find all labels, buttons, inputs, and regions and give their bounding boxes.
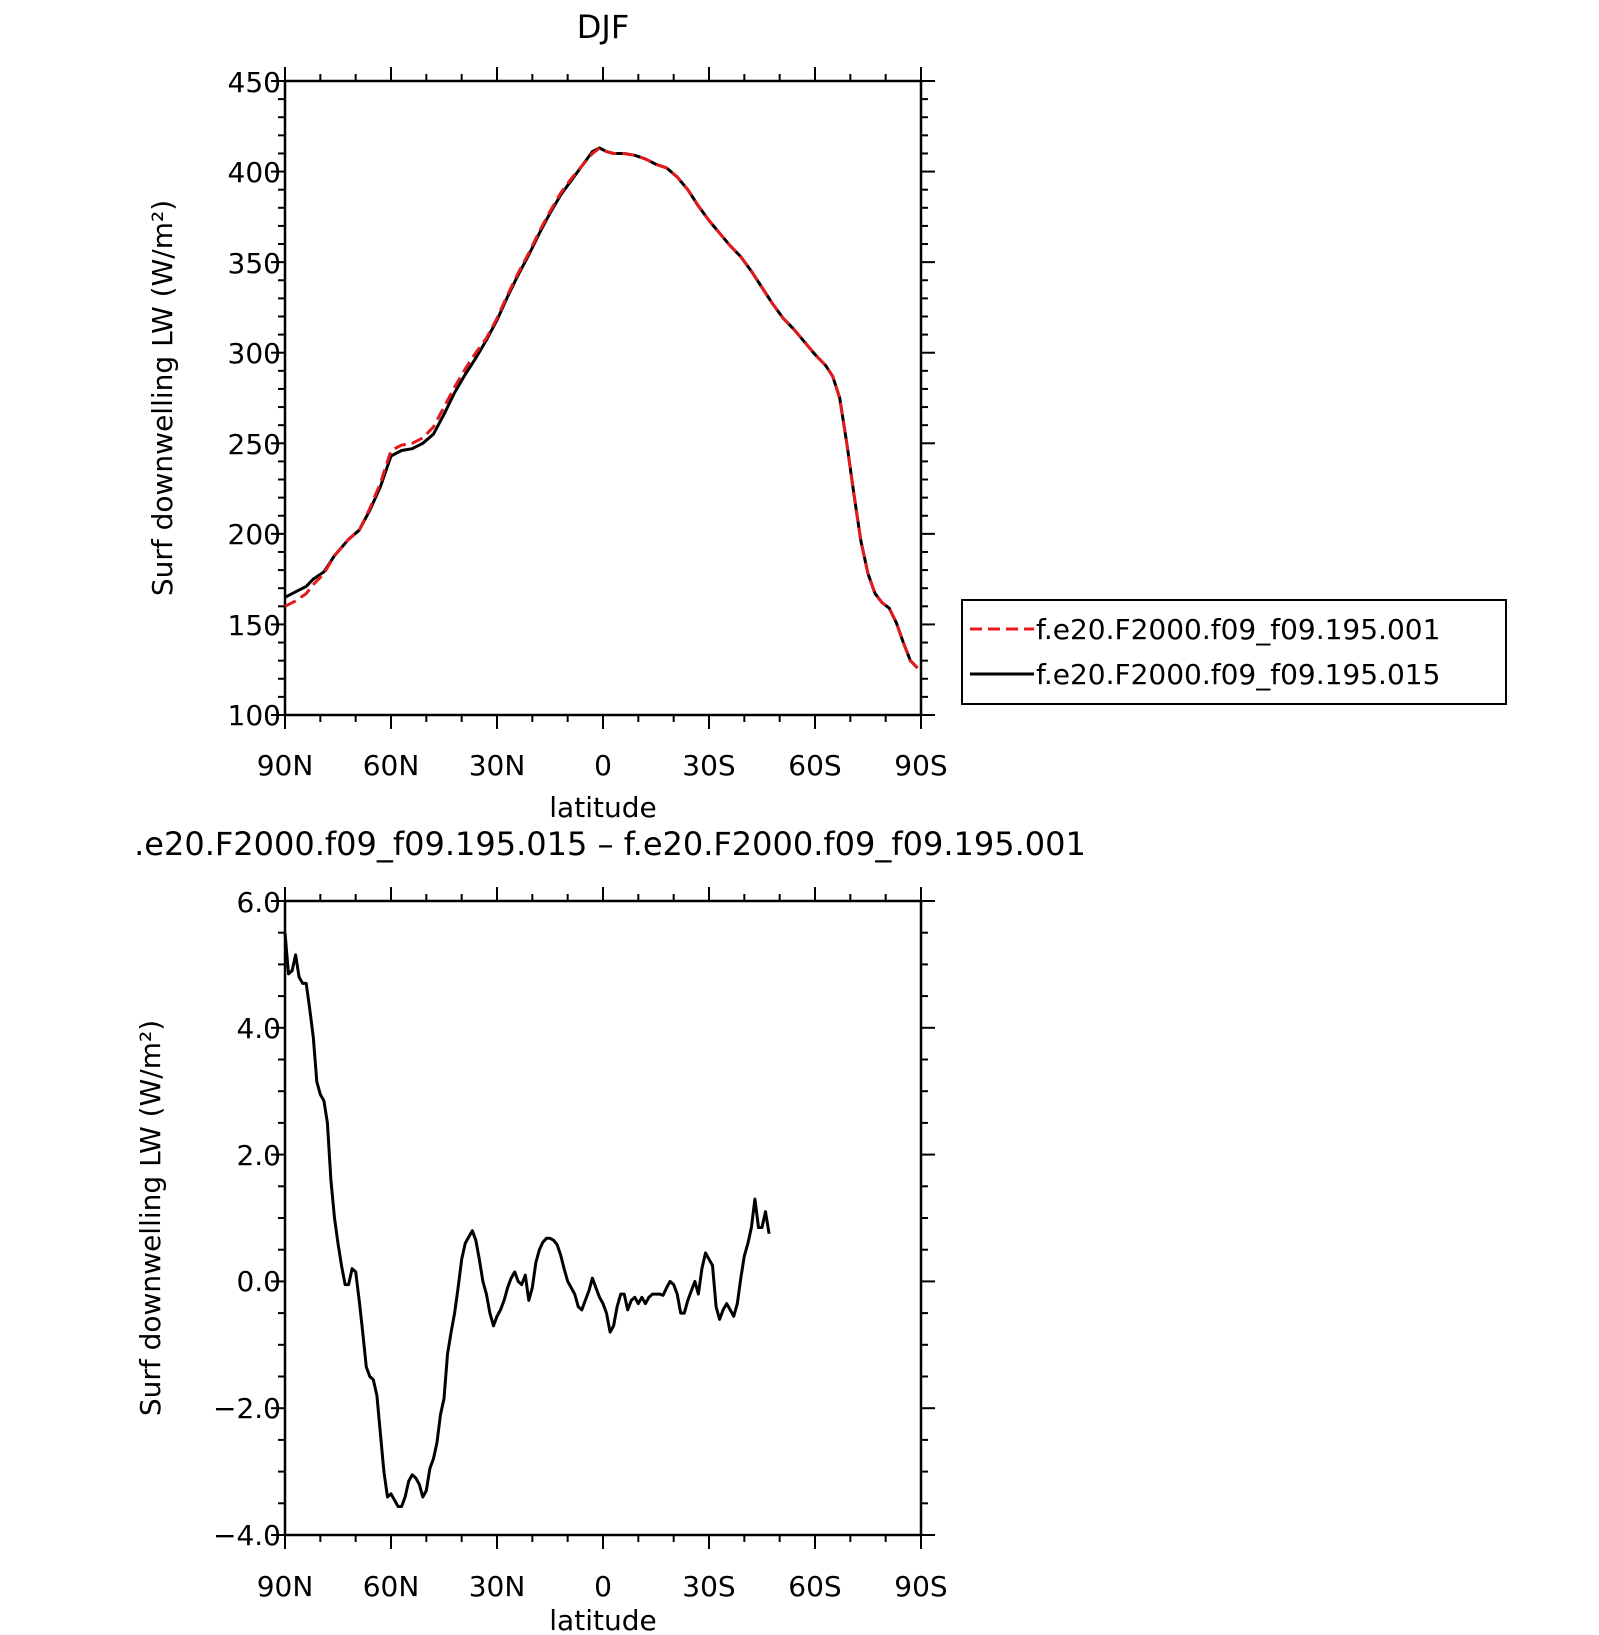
x-tick-label: 30S [682,749,735,782]
y-tick-label: 450 [228,66,281,99]
x-tick-label: 90S [894,1570,947,1603]
y-axis-title: Surf downwelling LW (W/m²) [134,1020,167,1416]
y-tick-label: −4.0 [213,1519,281,1552]
x-tick-label: 90N [257,749,314,782]
y-tick-label: 300 [228,337,281,370]
series-layer [284,146,919,669]
difference-chart: .e20.F2000.f09_f09.195.015 – f.e20.F2000… [134,825,1086,1635]
x-tick-label: 60N [363,749,420,782]
y-tick-label: 100 [228,699,281,732]
y-tick-label: 150 [228,609,281,642]
x-tick-label: 60S [788,749,841,782]
climatology-chart: DJF 90N 60N 30N 0 30S 60S 90S 100 150 20… [146,8,1507,824]
series-layer [283,932,771,1508]
y-tick-label: 6.0 [236,886,281,919]
x-tick-label: 90S [894,749,947,782]
x-tick-label: 30N [469,1570,526,1603]
y-tick-label: 250 [228,428,281,461]
legend-frame [961,599,1507,705]
y-tick-label: 200 [228,518,281,551]
y-tick-label: 350 [228,247,281,280]
legend-entry-015: f.e20.F2000.f09_f09.195.015 [1036,658,1440,691]
x-tick-label: 30S [682,1570,735,1603]
x-tick-label: 60N [363,1570,420,1603]
series-line-0 [283,932,771,1508]
y-tick-label: −2.0 [213,1392,281,1425]
y-tick-label: 0.0 [236,1265,281,1298]
y-tick-label: 2.0 [236,1139,281,1172]
x-axis-title: latitude [549,1604,656,1635]
legend-entry-001: f.e20.F2000.f09_f09.195.001 [1036,613,1440,646]
x-tick-labels: 90N 60N 30N 0 30S 60S 90S [257,749,948,782]
x-tick-label: 90N [257,1570,314,1603]
legend: f.e20.F2000.f09_f09.195.001 f.e20.F2000.… [961,599,1507,705]
y-axis-title: Surf downwelling LW (W/m²) [146,200,179,596]
axis-ticks [271,887,935,1549]
x-tick-labels: 90N 60N 30N 0 30S 60S 90S [257,1570,948,1603]
y-tick-label: 4.0 [236,1012,281,1045]
y-tick-labels: 100 150 200 250 300 350 400 450 [228,66,281,732]
y-tick-labels: −4.0 −2.0 0.0 2.0 4.0 6.0 [213,886,281,1552]
y-tick-label: 400 [228,156,281,189]
x-axis-title: latitude [549,791,656,824]
axis-ticks [271,67,935,729]
x-tick-label: 30N [469,749,526,782]
x-tick-label: 60S [788,1570,841,1603]
x-tick-label: 0 [594,749,612,782]
x-tick-label: 0 [594,1570,612,1603]
chart-title: DJF [577,8,629,46]
series-line-0 [284,146,919,669]
difference-chart-title: .e20.F2000.f09_f09.195.015 – f.e20.F2000… [134,825,1086,863]
